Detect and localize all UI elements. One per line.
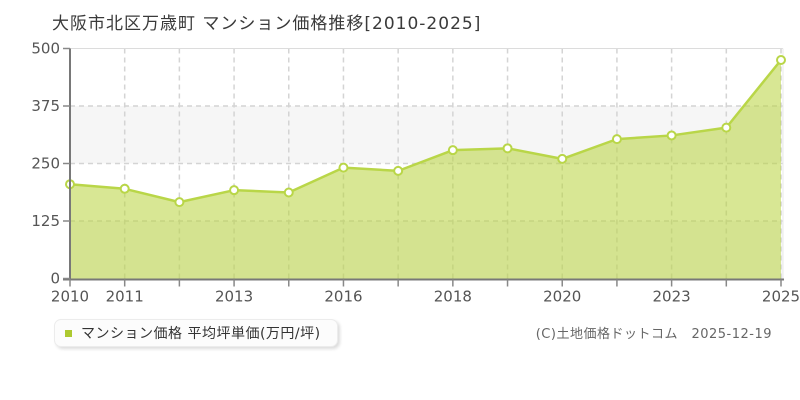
data-point xyxy=(447,145,458,156)
x-tick-label: 2011 xyxy=(106,288,144,306)
data-point xyxy=(611,134,622,145)
legend-label: マンション価格 平均坪単価(万円/坪) xyxy=(81,326,321,342)
data-point xyxy=(283,187,294,198)
data-point xyxy=(666,130,677,141)
y-tick-label: 0 xyxy=(50,270,60,288)
x-tick-label: 2010 xyxy=(51,288,89,306)
data-point xyxy=(502,143,513,154)
legend-swatch-icon xyxy=(65,329,72,337)
series-area xyxy=(70,60,781,279)
x-tick-label: 2023 xyxy=(653,288,691,306)
x-tick-label: 2020 xyxy=(543,288,581,306)
price-trend-chart: 0 125 250 375 500 2010 2011 2013 2016 2018 2020 202… xyxy=(31,40,800,306)
y-tick-label: 250 xyxy=(31,155,60,173)
x-tick-label: 2018 xyxy=(434,288,472,306)
x-tick-label: 2013 xyxy=(215,288,253,306)
data-point xyxy=(174,197,185,208)
x-tick-label: 2016 xyxy=(324,288,362,306)
y-tick-label: 125 xyxy=(31,212,60,230)
x-tick-label: 2025 xyxy=(762,288,800,306)
series-line xyxy=(69,59,782,204)
data-point xyxy=(557,153,568,164)
y-tick-label: 375 xyxy=(31,97,60,115)
legend: マンション価格 平均坪単価(万円/坪) xyxy=(54,319,338,347)
y-tick-label: 500 xyxy=(31,40,60,58)
copyright-text: (C)土地価格ドットコム 2025-12-19 xyxy=(535,327,772,342)
data-point xyxy=(338,162,349,173)
data-point xyxy=(119,183,130,194)
data-point xyxy=(229,185,240,196)
chart-title: 大阪市北区万歳町 マンション価格推移[2010-2025] xyxy=(52,14,482,34)
data-point xyxy=(721,122,732,133)
data-point xyxy=(393,165,404,176)
data-point xyxy=(776,55,786,65)
